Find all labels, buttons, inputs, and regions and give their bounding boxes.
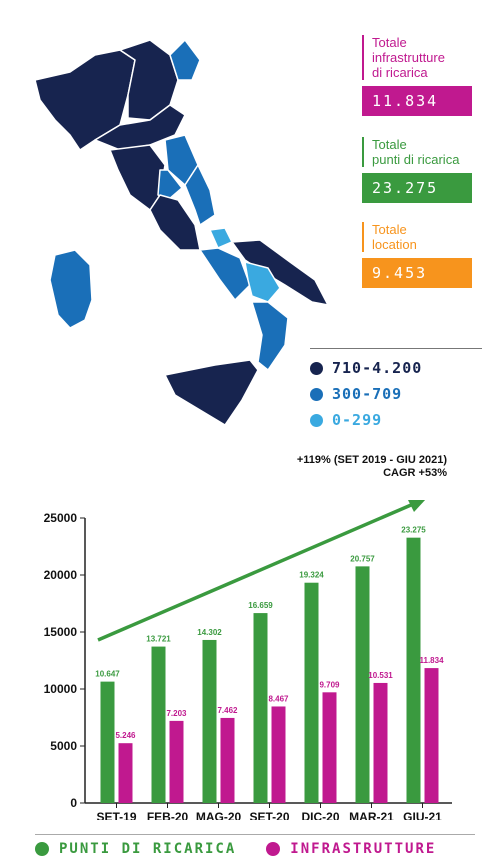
chart-legend-item-punti: PUNTI DI RICARICA xyxy=(35,841,236,857)
bar-punti-ricarica xyxy=(100,681,115,803)
chart-legend-label: INFRASTRUTTURE xyxy=(290,841,437,857)
bar-infrastrutture xyxy=(220,717,235,803)
x-tick-label: GIU-21 xyxy=(403,810,442,820)
legend-dot-icon xyxy=(310,387,323,401)
map-legend-label: 710-4.200 xyxy=(332,359,423,377)
data-label: 13.721 xyxy=(146,635,171,644)
map-region-calabria xyxy=(251,301,289,371)
y-tick-label: 10000 xyxy=(44,682,78,696)
data-label: 20.757 xyxy=(350,554,375,563)
map-region-north-east xyxy=(169,39,201,81)
map-legend-item: 0-299 xyxy=(310,407,482,433)
map-legend-label: 300-709 xyxy=(332,385,403,403)
stat-infrastrutture-label: Totale infrastrutture di ricarica xyxy=(362,35,472,80)
data-label: 5.246 xyxy=(115,731,136,740)
data-label: 7.462 xyxy=(217,706,238,715)
stat-punti-ricarica-label: Totale punti di ricarica xyxy=(362,137,472,167)
growth-note-line2: CAGR +53% xyxy=(383,467,447,479)
data-label: 19.324 xyxy=(299,571,324,580)
map-legend-label: 0-299 xyxy=(332,411,383,429)
map-region-abruzzo xyxy=(184,164,216,226)
bar-infrastrutture xyxy=(322,692,337,803)
bar-infrastrutture xyxy=(169,720,184,803)
bar-punti-ricarica xyxy=(355,566,370,803)
data-label: 10.647 xyxy=(95,670,120,679)
map-legend: 710-4.200 300-709 0-299 xyxy=(310,348,482,433)
stat-infrastrutture-value: 11.834 xyxy=(362,86,472,116)
y-tick-label: 0 xyxy=(70,796,77,810)
y-tick-label: 15000 xyxy=(44,625,78,639)
stat-punti-ricarica-value: 23.275 xyxy=(362,173,472,203)
legend-dot-icon xyxy=(35,842,49,856)
map-legend-item: 710-4.200 xyxy=(310,355,482,381)
bar-infrastrutture xyxy=(271,706,286,803)
stat-location: Totale location 9.453 xyxy=(362,222,472,288)
growth-note: +119% (SET 2019 - GIU 2021) CAGR +53% xyxy=(297,454,447,480)
legend-dot-icon xyxy=(310,413,323,427)
y-tick-label: 20000 xyxy=(44,568,78,582)
data-label: 9.709 xyxy=(319,680,340,689)
trend-arrow-line xyxy=(97,500,419,642)
map-region-sicily xyxy=(164,359,259,426)
stat-location-value: 9.453 xyxy=(362,258,472,288)
x-tick-label: MAR-21 xyxy=(349,810,394,820)
x-tick-label: DIC-20 xyxy=(301,810,339,820)
map-region-molise xyxy=(209,227,233,249)
data-label: 23.275 xyxy=(401,526,426,535)
bar-punti-ricarica xyxy=(151,646,166,803)
bar-punti-ricarica xyxy=(253,613,268,803)
x-tick-label: FEB-20 xyxy=(147,810,189,820)
stat-punti-ricarica: Totale punti di ricarica 23.275 xyxy=(362,137,472,203)
bar-infrastrutture xyxy=(118,743,133,803)
map-region-sardinia xyxy=(49,249,93,329)
bar-infrastrutture xyxy=(424,668,439,803)
bar-punti-ricarica xyxy=(304,582,319,803)
stat-infrastrutture: Totale infrastrutture di ricarica 11.834 xyxy=(362,35,472,116)
data-label: 14.302 xyxy=(197,628,222,637)
data-label: 11.834 xyxy=(419,656,444,665)
y-tick-label: 5000 xyxy=(50,739,77,753)
chart-legend-item-infrastrutture: INFRASTRUTTURE xyxy=(266,841,436,857)
data-label: 7.203 xyxy=(166,709,187,718)
italy-region-map xyxy=(34,39,329,426)
x-tick-label: SET-19 xyxy=(96,810,136,820)
bar-infrastrutture xyxy=(373,682,388,803)
chart-legend-label: PUNTI DI RICARICA xyxy=(59,841,237,857)
legend-dot-icon xyxy=(266,842,281,856)
map-legend-item: 300-709 xyxy=(310,381,482,407)
bar-punti-ricarica xyxy=(202,639,217,803)
data-label: 16.659 xyxy=(248,601,273,610)
y-tick-label: 25000 xyxy=(44,511,78,525)
bar-chart: 0 5000 10000 15000 20000 25000 SET-19 10.647 5.2… xyxy=(44,500,452,820)
map-region-umbria xyxy=(157,169,183,201)
stat-location-label: Totale location xyxy=(362,222,472,252)
growth-note-line1: +119% (SET 2019 - GIU 2021) xyxy=(296,454,447,466)
data-label: 8.467 xyxy=(268,694,289,703)
map-region-lazio xyxy=(149,194,201,251)
legend-dot-icon xyxy=(310,361,323,375)
x-tick-label: SET-20 xyxy=(249,810,289,820)
bar-punti-ricarica xyxy=(406,537,421,803)
chart-legend: PUNTI DI RICARICA INFRASTRUTTURE xyxy=(35,834,475,857)
x-tick-label: MAG-20 xyxy=(196,810,242,820)
data-label: 10.531 xyxy=(368,671,393,680)
trend-arrow-head-icon xyxy=(408,500,426,512)
